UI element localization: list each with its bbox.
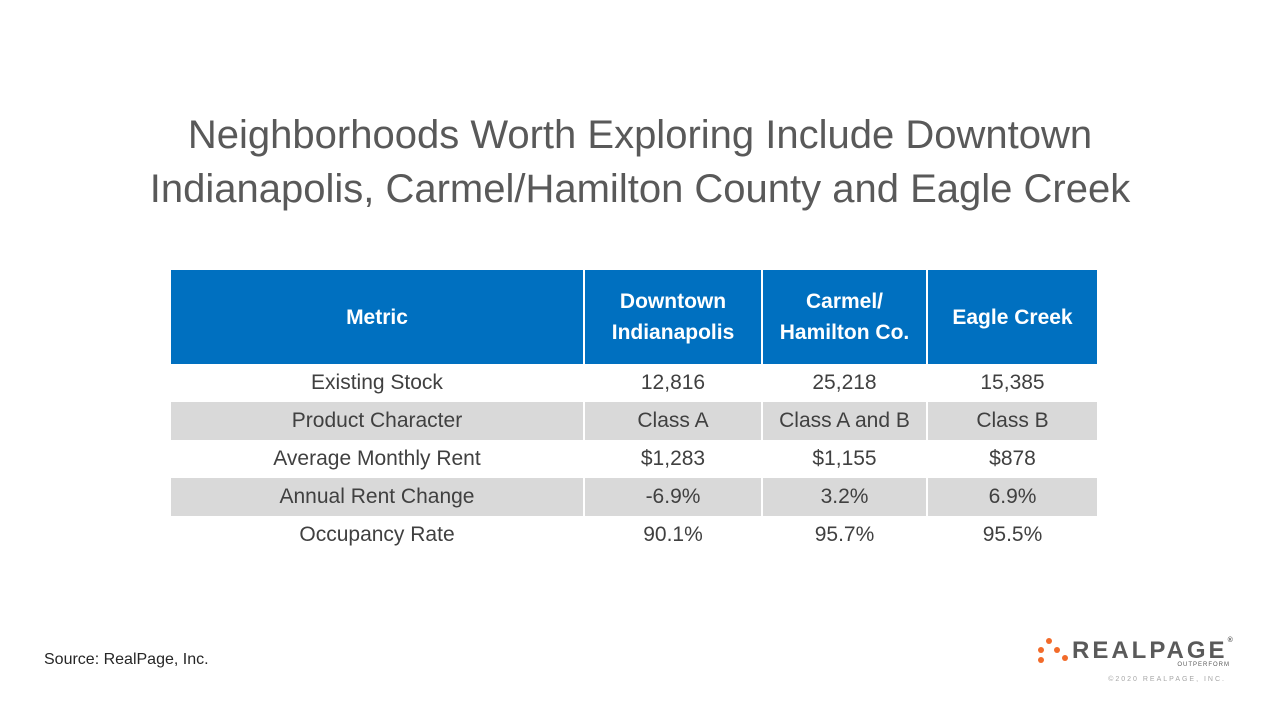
row-value-downtown: 12,816 <box>583 364 762 402</box>
table-row: Occupancy Rate 90.1% 95.7% 95.5% <box>171 516 1097 554</box>
logo-wordmark: REALPAGE® <box>1072 637 1236 664</box>
registered-mark: ® <box>1227 637 1236 644</box>
slide-title-line-2: Indianapolis, Carmel/Hamilton County and… <box>149 167 1131 211</box>
slide-title: Neighborhoods Worth Exploring Include Do… <box>0 108 1280 216</box>
table-row: Annual Rent Change -6.9% 3.2% 6.9% <box>171 478 1097 516</box>
row-value-carmel: 3.2% <box>761 478 927 516</box>
row-value-eagle-creek: 15,385 <box>926 364 1097 402</box>
row-metric: Annual Rent Change <box>171 478 584 516</box>
header-downtown-indianapolis: Downtown Indianapolis <box>583 270 762 364</box>
row-value-downtown: $1,283 <box>583 440 762 478</box>
row-value-carmel: $1,155 <box>761 440 927 478</box>
row-metric: Average Monthly Rent <box>273 447 481 470</box>
row-value-eagle-creek: 6.9% <box>926 478 1097 516</box>
row-value-downtown: -6.9% <box>583 478 762 516</box>
neighborhood-comparison-table: Metric Downtown Indianapolis Carmel/ Ham… <box>171 270 1097 554</box>
row-value-downtown: 90.1% <box>583 516 762 554</box>
logo-tagline: OUTPERFORM <box>1177 662 1230 668</box>
row-value-carmel: 25,218 <box>761 364 927 402</box>
table-row: Existing Stock 12,816 25,218 15,385 <box>171 364 1097 402</box>
table-row: Average Monthly Rent $1,283 $1,155 $878 <box>171 440 1097 478</box>
slide-title-line-1: Neighborhoods Worth Exploring Include Do… <box>187 113 1093 157</box>
header-metric: Metric <box>171 270 584 364</box>
row-value-carmel: Class A and B <box>761 402 927 440</box>
row-value-eagle-creek: 95.5% <box>926 516 1097 554</box>
row-value-eagle-creek: Class B <box>926 402 1097 440</box>
realpage-logo: REALPAGE® OUTPERFORM <box>1036 633 1233 673</box>
row-value-eagle-creek: $878 <box>926 440 1097 478</box>
table-header-row: Metric Downtown Indianapolis Carmel/ Ham… <box>171 270 1097 364</box>
header-eagle-creek: Eagle Creek <box>926 270 1097 364</box>
row-metric: Existing Stock <box>311 371 443 394</box>
row-metric: Occupancy Rate <box>299 523 455 546</box>
table-row: Product Character Class A Class A and B … <box>171 402 1097 440</box>
row-value-carmel: 95.7% <box>761 516 927 554</box>
source-note: Source: RealPage, Inc. <box>44 651 209 668</box>
row-value-downtown: Class A <box>583 402 762 440</box>
copyright-notice: ©2020 REALPAGE, INC. <box>1108 676 1226 683</box>
header-carmel-hamilton: Carmel/ Hamilton Co. <box>761 270 927 364</box>
row-metric: Product Character <box>171 402 584 440</box>
